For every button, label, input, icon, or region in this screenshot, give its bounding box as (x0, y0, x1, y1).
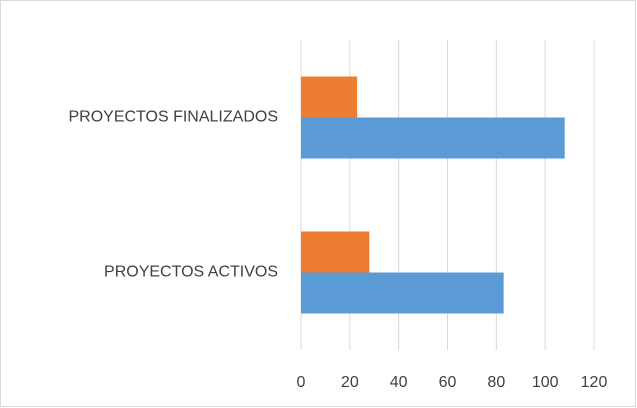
x-tick-label: 80 (487, 374, 505, 391)
y-tick-label: PROYECTOS ACTIVOS (104, 264, 278, 281)
x-tick-label: 0 (297, 374, 306, 391)
x-tick-label: 40 (390, 374, 408, 391)
bar (301, 231, 370, 273)
y-tick-label: PROYECTOS FINALIZADOS (68, 109, 278, 126)
bar (301, 272, 504, 314)
x-tick-label: 100 (532, 374, 559, 391)
bar (301, 117, 565, 159)
x-tick-label: 20 (341, 374, 359, 391)
x-tick-label: 120 (581, 374, 608, 391)
bar (301, 76, 358, 118)
x-tick-label: 60 (439, 374, 457, 391)
